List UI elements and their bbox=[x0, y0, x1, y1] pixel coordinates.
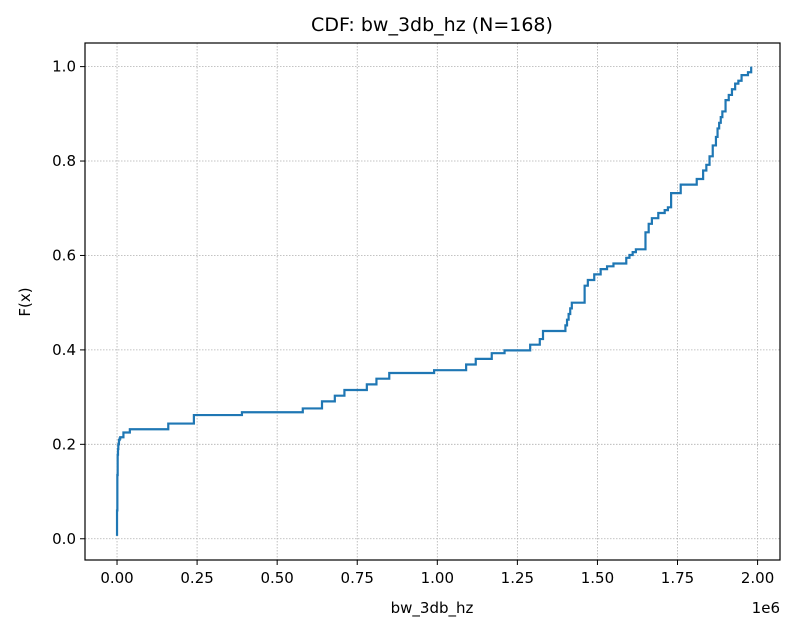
y-axis-ticks: 0.0 0.2 0.4 0.6 0.8 1.0 bbox=[52, 58, 85, 548]
x-axis-offset-text: 1e6 bbox=[752, 599, 780, 617]
x-tick-label: 1.25 bbox=[501, 569, 534, 587]
x-tick-label: 1.75 bbox=[661, 569, 694, 587]
y-tick-label: 0.4 bbox=[52, 341, 76, 359]
grid-lines bbox=[85, 43, 780, 560]
x-axis-ticks: 0.00 0.25 0.50 0.75 1.00 1.25 1.50 1.75 2.00 bbox=[100, 560, 774, 587]
y-tick-label: 1.0 bbox=[52, 58, 76, 76]
y-tick-label: 0.0 bbox=[52, 530, 76, 548]
x-tick-label: 0.75 bbox=[341, 569, 374, 587]
y-axis-label: F(x) bbox=[16, 287, 34, 316]
y-tick-label: 0.6 bbox=[52, 246, 76, 264]
x-tick-label: 0.50 bbox=[260, 569, 293, 587]
chart-title: CDF: bw_3db_hz (N=168) bbox=[311, 14, 553, 36]
x-tick-label: 1.50 bbox=[581, 569, 614, 587]
x-tick-label: 2.00 bbox=[741, 569, 774, 587]
x-axis-label: bw_3db_hz bbox=[391, 599, 474, 618]
series-group bbox=[115, 66, 753, 536]
x-tick-label: 1.00 bbox=[421, 569, 454, 587]
x-tick-label: 0.00 bbox=[100, 569, 133, 587]
y-tick-label: 0.2 bbox=[52, 435, 76, 453]
plot-frame bbox=[84, 42, 781, 561]
y-tick-label: 0.8 bbox=[52, 152, 76, 170]
x-tick-label: 0.25 bbox=[180, 569, 213, 587]
cdf-step-line bbox=[115, 66, 753, 536]
